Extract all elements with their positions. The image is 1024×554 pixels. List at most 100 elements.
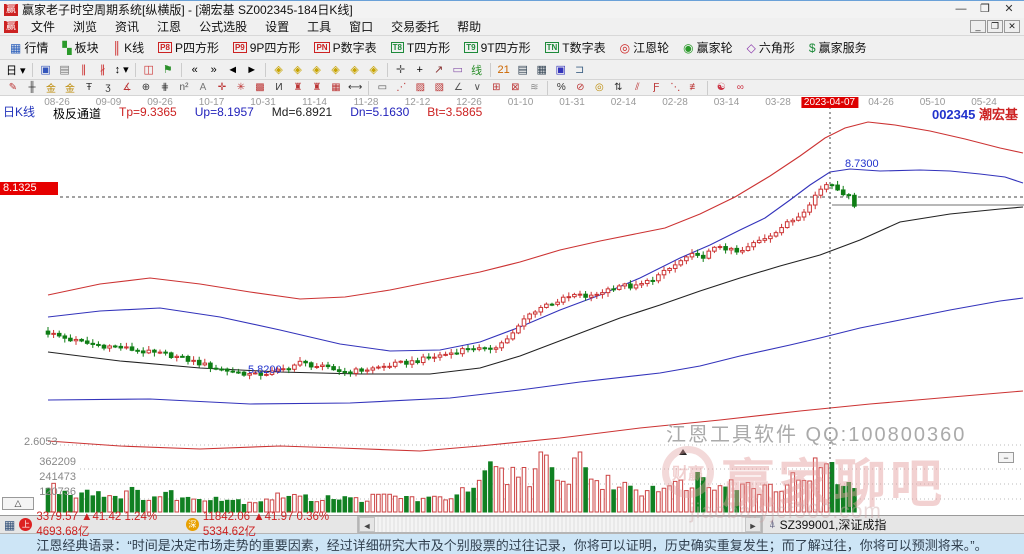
gold-grid2-icon[interactable]: 金 [65,84,75,95]
scale-dropdown[interactable]: ↕ ▾ [114,64,129,76]
quote-grid-icon[interactable]: ▦ [4,517,16,532]
linked-index-label[interactable]: ⍋ SZ399001,深证成指 [762,516,1024,533]
menu-0[interactable]: 文件 [31,20,56,34]
t-number-table-button[interactable]: TN T数字表 [544,41,606,55]
percent-tool-icon[interactable]: % [556,82,566,93]
frame-tool-icon[interactable]: ▭ [452,64,463,76]
hexagon-button[interactable]: ◇ 六角形 [746,40,795,56]
trendline-tool-icon[interactable]: ↗ [434,64,444,76]
updown-icon[interactable]: ⇅ [614,82,623,93]
multi-chart-icon[interactable]: ◫ [143,64,154,76]
grid-box-icon[interactable]: ▦ [331,82,341,93]
crosshair-icon[interactable]: + [416,63,423,76]
fib-levels-icon[interactable]: Ŧ [85,82,93,93]
target-icon[interactable]: ✛ [217,82,227,93]
data-truck-icon[interactable]: ⊐ [575,64,585,76]
width-arrows-icon[interactable]: ⟷ [348,82,363,93]
info-window-icon[interactable]: ▤ [59,64,70,76]
multi-slash-icon[interactable]: ⋱ [670,82,681,93]
fade-lines-icon[interactable]: ≢ [689,82,700,93]
table-grid2-icon[interactable]: ⊠ [511,82,520,93]
scrollbar-track[interactable] [375,517,745,532]
t9-square-button[interactable]: T9 9T四方形 [464,41,531,55]
prev-bar-icon[interactable]: ◄ [227,63,239,76]
gold-circle-icon[interactable]: ◎ [594,82,604,93]
angle-line-icon[interactable]: ∠ [453,82,463,93]
mdi-restore-button[interactable]: ❐ [987,20,1003,33]
tower1-icon[interactable]: ♜ [293,82,303,93]
mdi-close-button[interactable]: ✕ [1004,20,1020,33]
scroll-right-button[interactable]: ► [745,517,761,532]
scroll-left-button[interactable]: ◄ [359,517,375,532]
last-bar-icon[interactable]: » [210,63,217,76]
n2-square-icon[interactable]: n² [179,82,189,93]
flag-marker-icon[interactable]: ⚑ [162,64,173,76]
lines-icon[interactable]: ≋ [530,82,539,93]
hatch1-icon[interactable]: ▨ [415,82,426,93]
table-grid-icon[interactable]: ⊞ [492,82,501,93]
period-day-dropdown[interactable]: 日 ▾ [6,64,26,77]
pencil-tool-icon[interactable]: ✎ [8,82,18,93]
angle-tool-icon[interactable]: ∡ [122,82,132,93]
calculator-icon[interactable]: ▤ [517,64,528,76]
p9-square-button[interactable]: P9 9P四方形 [232,41,301,55]
gann-diamond-3-icon[interactable]: ◈ [312,64,321,76]
kline-chart-canvas[interactable] [0,96,1024,516]
maximize-button[interactable]: ❐ [980,2,990,15]
kline-button[interactable]: ║ K线 [112,40,145,56]
winner-service-button[interactable]: $ 赢家服务 [808,40,867,56]
gold-grid-icon[interactable]: 金 [46,84,56,95]
mdi-minimize-button[interactable]: _ [970,20,986,33]
apex-icon[interactable]: A [199,82,207,93]
gann-wheel-button[interactable]: ◎ 江恩轮 [619,40,670,56]
p-square-button[interactable]: P8 P四方形 [158,41,219,55]
hand-tool-icon[interactable]: ✛ [396,64,406,76]
menu-2[interactable]: 资讯 [115,20,140,34]
kline-style-icon[interactable]: ∥ [80,64,87,76]
notepad-icon[interactable]: ▦ [536,64,547,76]
gann-diamond-2-icon[interactable]: ◈ [293,64,302,76]
next-bar-icon[interactable]: ► [246,63,258,76]
percent2-icon[interactable]: ⊘ [576,82,585,93]
slash-set-icon[interactable]: ⫽ [635,82,640,93]
kline-style2-icon[interactable]: ∦ [99,64,106,76]
menu-5[interactable]: 设置 [265,20,290,34]
chart-area[interactable]: 08-26 09-09 09-26 10-17 10-31 11-14 11-28 12-12… [0,96,1024,516]
square-grid-icon[interactable]: ▩ [255,82,265,93]
hatch2-icon[interactable]: ▧ [434,82,445,93]
vee-icon[interactable]: ∨ [473,82,481,93]
chart-window-icon[interactable]: ▣ [40,64,51,76]
expand-pane-button[interactable]: △ [2,497,34,510]
menu-9[interactable]: 帮助 [457,20,482,34]
yin-yang-icon[interactable]: ☯ [716,82,726,93]
gann-ruler-icon[interactable]: ╫ [28,82,36,93]
gann-diamond-6-icon[interactable]: ◈ [369,64,378,76]
spiral-icon[interactable]: ʒ [105,82,111,93]
sectors-button[interactable]: ▚ 板块 [62,40,99,56]
menu-4[interactable]: 公式选股 [199,20,248,34]
bars-count-icon[interactable]: ⋕ [160,82,170,93]
calendar-21-icon[interactable]: 21 [497,63,510,76]
collapse-volume-button[interactable]: − [998,452,1014,463]
menu-3[interactable]: 江恩 [157,20,182,34]
save-icon[interactable]: ▣ [555,64,566,76]
menu-1[interactable]: 浏览 [73,20,98,34]
menu-6[interactable]: 工具 [307,20,332,34]
line-mode-icon[interactable]: 线 [471,64,483,77]
close-button[interactable]: ✕ [1004,2,1014,15]
gann-fan-icon[interactable]: ⋰ [396,82,407,93]
p-number-table-button[interactable]: PN P数字表 [314,41,377,55]
star-burst-icon[interactable]: ✳ [236,82,246,93]
rect-select-icon[interactable]: ▭ [377,82,388,93]
t-square-button[interactable]: T8 T四方形 [390,41,451,55]
quotes-button[interactable]: ▦ 行情 [10,40,49,56]
circle-tool-icon[interactable]: ⊕ [141,82,151,93]
gann-diamond-1-icon[interactable]: ◈ [274,64,283,76]
menu-7[interactable]: 窗口 [349,20,374,34]
gann-diamond-5-icon[interactable]: ◈ [350,64,359,76]
winner-wheel-button[interactable]: ◉ 赢家轮 [683,40,733,56]
wave-mark-icon[interactable]: И [275,82,283,93]
f-slash-icon[interactable]: Ƒ [653,82,660,93]
gann-diamond-4-icon[interactable]: ◈ [331,64,340,76]
horizontal-scrollbar[interactable]: ◄ ► [358,516,762,533]
